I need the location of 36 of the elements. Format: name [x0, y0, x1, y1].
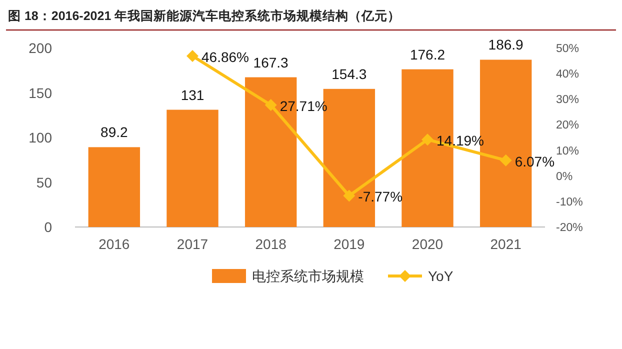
- y-tick-label: 150: [28, 84, 52, 101]
- point: [422, 134, 434, 146]
- data-label: 154.3: [332, 66, 367, 82]
- legend-label: 电控系统市场规模: [252, 268, 364, 284]
- x-tick-label: 2018: [255, 236, 287, 252]
- point: [264, 99, 277, 111]
- x-tick-label: 2017: [176, 236, 208, 252]
- y2-tick-label: 10%: [556, 145, 580, 158]
- data-label: 167.3: [253, 54, 289, 70]
- point: [343, 190, 356, 202]
- y2-tick-label: 50%: [556, 43, 580, 55]
- data-label: 176.2: [410, 46, 446, 62]
- y2-tick-label: 20%: [556, 120, 580, 132]
- point: [500, 154, 512, 166]
- bar: [166, 110, 218, 227]
- y-tick-label: 100: [28, 130, 52, 146]
- legend-label: YoY: [428, 268, 454, 284]
- chart-title: 图 18：2016-2021 年我国新能源汽车电控系统市场规模结构（亿元）: [8, 8, 401, 23]
- bar: [88, 147, 140, 227]
- y-tick-label: 50: [36, 174, 52, 190]
- x-tick-label: 2020: [412, 236, 444, 252]
- x-tick-label: 2016: [98, 236, 130, 252]
- y2-tick-label: 40%: [556, 68, 580, 81]
- x-tick-label: 2021: [490, 236, 522, 252]
- point: [186, 50, 198, 62]
- data-label: 89.2: [100, 124, 128, 140]
- data-label: 186.9: [488, 36, 524, 53]
- y2-tick-label: 0%: [556, 170, 573, 183]
- y-tick-label: 0: [44, 219, 52, 235]
- x-tick-label: 2019: [334, 236, 365, 252]
- data-label: 131: [180, 86, 204, 103]
- y2-tick-label: 30%: [556, 94, 580, 106]
- y2-tick-label: -10%: [556, 196, 583, 208]
- y-tick-label: 200: [28, 40, 52, 56]
- data-label: 46.86%: [202, 49, 249, 66]
- y2-tick-label: -20%: [556, 222, 583, 234]
